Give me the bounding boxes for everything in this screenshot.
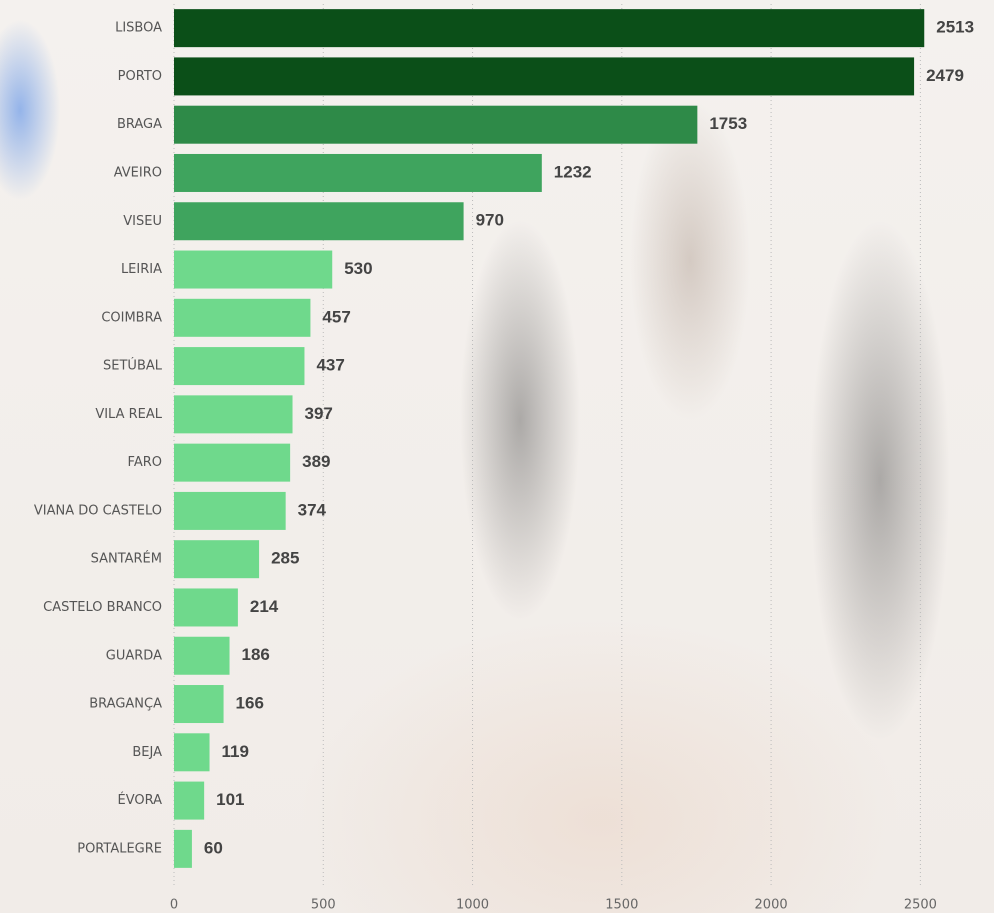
value-label: 374 (298, 500, 327, 519)
x-tick-label: 2500 (904, 898, 937, 913)
bar (174, 251, 332, 289)
category-label: BRAGA (117, 117, 162, 132)
bar (174, 540, 259, 578)
bar (174, 299, 310, 337)
category-label: BEJA (132, 745, 162, 760)
category-label: LISBOA (115, 21, 162, 36)
x-tick-label: 1500 (605, 898, 638, 913)
chart: 0 500 1000 1500 2000 2500 LISBOA 2513 PORTO 2479 B… (0, 0, 994, 913)
bar (174, 637, 230, 675)
category-label: BRAGANÇA (89, 697, 162, 712)
bar (174, 154, 542, 192)
category-label: PORTALEGRE (77, 841, 162, 856)
x-tick-label: 2000 (755, 898, 788, 913)
bar (174, 830, 192, 868)
bar (174, 492, 286, 530)
value-label: 2479 (926, 66, 964, 85)
value-label: 214 (250, 597, 279, 616)
bar (174, 733, 210, 771)
bar (174, 347, 304, 385)
category-label: VISEU (123, 214, 162, 229)
x-tick-label: 1000 (456, 898, 489, 913)
value-label: 186 (242, 645, 270, 664)
bar (174, 9, 924, 47)
value-label: 397 (305, 404, 333, 423)
value-label: 101 (216, 790, 244, 809)
bar (174, 782, 204, 820)
value-label: 2513 (936, 18, 974, 37)
value-label: 285 (271, 549, 299, 568)
category-label: COIMBRA (101, 310, 162, 325)
bar (174, 588, 238, 626)
bar (174, 395, 293, 433)
value-label: 166 (236, 694, 264, 713)
value-label: 1753 (709, 114, 747, 133)
category-label: VILA REAL (95, 407, 162, 422)
value-label: 970 (476, 211, 504, 230)
category-label: GUARDA (106, 648, 162, 663)
page: 0 500 1000 1500 2000 2500 LISBOA 2513 PORTO 2479 B… (0, 0, 994, 913)
category-label: CASTELO BRANCO (43, 600, 162, 615)
category-label: LEIRIA (121, 262, 162, 277)
value-label: 530 (344, 259, 372, 278)
category-label: SETÚBAL (103, 358, 163, 374)
category-label: ÉVORA (117, 792, 162, 808)
value-label: 1232 (554, 162, 592, 181)
category-label: SANTARÉM (91, 551, 162, 567)
x-tick-label: 500 (311, 898, 336, 913)
x-tick-label: 0 (170, 898, 178, 913)
bar (174, 685, 224, 723)
category-label: PORTO (118, 69, 162, 84)
bar (174, 57, 914, 95)
value-label: 457 (322, 307, 350, 326)
category-label: FARO (128, 455, 162, 470)
bar (174, 202, 464, 240)
value-label: 60 (204, 838, 223, 857)
value-label: 389 (302, 452, 330, 471)
category-label: AVEIRO (114, 165, 162, 180)
value-label: 437 (316, 356, 344, 375)
bar (174, 106, 697, 144)
value-label: 119 (222, 742, 249, 761)
bar (174, 444, 290, 482)
category-label: VIANA DO CASTELO (34, 503, 162, 518)
